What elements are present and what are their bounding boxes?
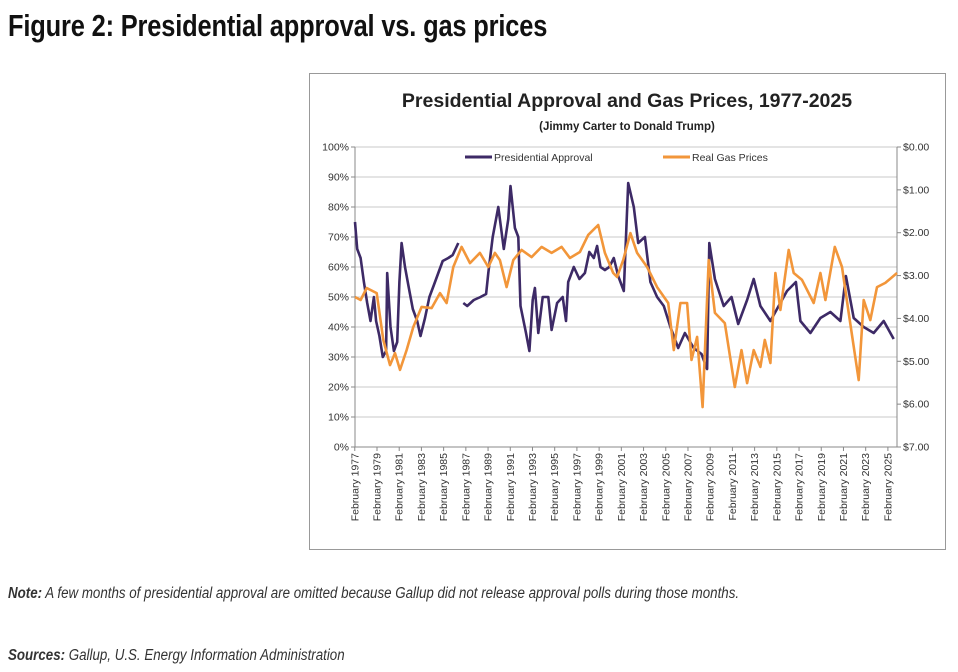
sources: Sources: Gallup, U.S. Energy Information… bbox=[8, 647, 345, 665]
left-tick-label: 10% bbox=[328, 412, 349, 424]
approval-line bbox=[353, 181, 895, 371]
legend-approval-label: Presidential Approval bbox=[494, 152, 593, 164]
left-tick-label: 90% bbox=[328, 172, 349, 184]
left-tick-label: 70% bbox=[328, 232, 349, 244]
x-tick-label: February 1981 bbox=[394, 453, 406, 521]
x-tick-label: February 1979 bbox=[371, 453, 383, 521]
x-tick-label: February 1993 bbox=[527, 453, 539, 521]
x-tick-label: February 2019 bbox=[816, 453, 828, 521]
x-tick-label: February 2007 bbox=[682, 453, 694, 521]
x-tick-label: February 2011 bbox=[727, 453, 739, 521]
left-tick-label: 30% bbox=[328, 352, 349, 364]
left-tick-label: 50% bbox=[328, 292, 349, 304]
chart-frame bbox=[309, 73, 946, 550]
x-tick-label: February 1987 bbox=[460, 453, 472, 521]
x-tick-label: February 2003 bbox=[638, 453, 650, 521]
left-tick-label: 20% bbox=[328, 382, 349, 394]
x-tick-label: February 1997 bbox=[571, 453, 583, 521]
right-tick-label: $7.00 bbox=[903, 442, 929, 454]
note: Note: A few months of presidential appro… bbox=[8, 585, 739, 603]
figure-title: Figure 2: Presidential approval vs. gas … bbox=[8, 8, 548, 43]
axes: 0% 10% 20% 30% 40% 50% 60% 70% 80% 90% 100% $0.00 $1… bbox=[322, 142, 929, 522]
chart-subtitle: (Jimmy Carter to Donald Trump) bbox=[539, 121, 715, 133]
right-tick-label: $6.00 bbox=[903, 399, 929, 411]
x-tick-label: February 1995 bbox=[549, 453, 561, 521]
series-lines bbox=[353, 181, 898, 409]
note-label: Note: bbox=[8, 585, 43, 602]
x-tick-label: February 1999 bbox=[594, 453, 606, 521]
left-tick-label: 60% bbox=[328, 262, 349, 274]
x-tick-label: February 2001 bbox=[616, 453, 628, 521]
legend-gas-label: Real Gas Prices bbox=[692, 152, 768, 164]
x-tick-label: February 2021 bbox=[838, 453, 850, 521]
x-tick-label: February 1989 bbox=[483, 453, 495, 521]
right-tick-label: $1.00 bbox=[903, 184, 929, 196]
note-text: A few months of presidential approval ar… bbox=[42, 585, 740, 602]
x-tick-label: February 2017 bbox=[794, 453, 806, 521]
x-tick-label: February 2013 bbox=[749, 453, 761, 521]
right-tick-label: $2.00 bbox=[903, 227, 929, 239]
sources-text: Gallup, U.S. Energy Information Administ… bbox=[65, 647, 345, 664]
sources-label: Sources: bbox=[8, 647, 66, 664]
left-tick-label: 80% bbox=[328, 202, 349, 214]
left-tick-label: 40% bbox=[328, 322, 349, 334]
left-tick-label: 100% bbox=[322, 142, 349, 154]
right-tick-label: $0.00 bbox=[903, 142, 929, 154]
x-tick-label: February 2015 bbox=[771, 453, 783, 521]
x-tick-label: February 2005 bbox=[660, 453, 672, 521]
left-tick-label: 0% bbox=[334, 442, 349, 454]
right-tick-label: $3.00 bbox=[903, 270, 929, 282]
x-tick-label: February 2025 bbox=[882, 453, 894, 521]
x-tick-label: February 1983 bbox=[416, 453, 428, 521]
x-tick-label: February 1985 bbox=[438, 453, 450, 521]
x-tick-label: February 2023 bbox=[860, 453, 872, 521]
legend: Presidential Approval Real Gas Prices bbox=[465, 152, 768, 164]
x-tick-label: February 1991 bbox=[505, 453, 517, 521]
gas-price-line bbox=[354, 223, 898, 409]
x-tick-label: February 1977 bbox=[349, 453, 361, 521]
x-tick-label: February 2009 bbox=[705, 453, 717, 521]
chart-title: Presidential Approval and Gas Prices, 19… bbox=[402, 90, 852, 112]
right-tick-label: $5.00 bbox=[903, 356, 929, 368]
right-tick-label: $4.00 bbox=[903, 313, 929, 325]
